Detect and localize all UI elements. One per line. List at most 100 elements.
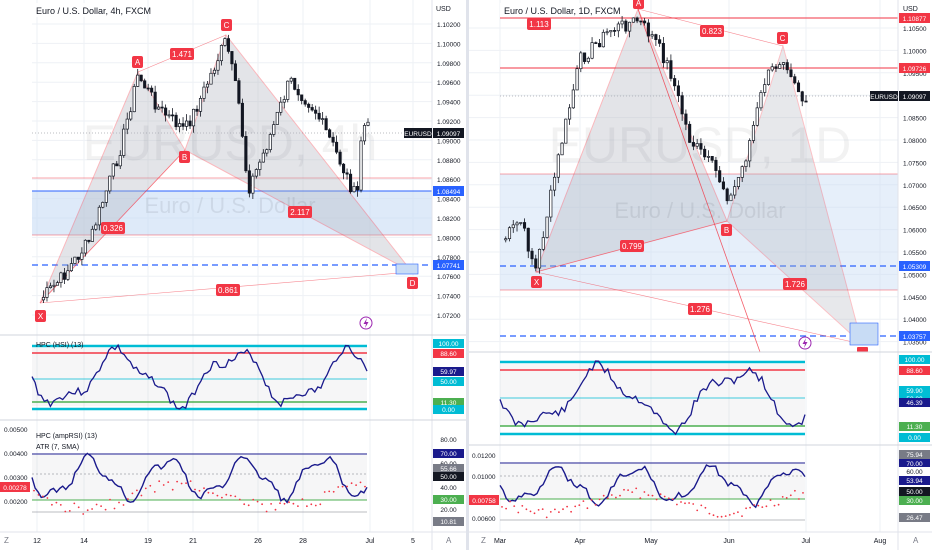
right-price-tick-8: 1.06500 xyxy=(903,205,927,212)
right-candles-body-62 xyxy=(733,186,737,196)
pane-divider[interactable] xyxy=(466,0,469,550)
right-osc2-dots-dot-43 xyxy=(676,503,678,506)
right-time-axis[interactable]: Mar Apr May Jun Jul Aug Z A xyxy=(469,531,932,545)
left-osc2-dots-dot-55 xyxy=(279,502,281,505)
right-osc2-tags-bg-6 xyxy=(899,513,930,522)
right-date-ticks-2: May xyxy=(644,538,658,545)
right-osc2-tags-bg-0 xyxy=(899,450,930,459)
left-osc2-dots-dot-31 xyxy=(171,488,174,491)
right-osc1-tags-5: 11.30 xyxy=(907,424,923,431)
right-candles-body-79 xyxy=(796,82,801,93)
left-candles-body-72 xyxy=(289,77,293,82)
right-candles-body-34 xyxy=(628,21,632,32)
left-candles-body-54 xyxy=(226,38,230,52)
right-candles-body-40 xyxy=(650,34,654,37)
left-osc1-tags-bg-1 xyxy=(433,349,464,358)
left-gutter-letter[interactable]: Z xyxy=(4,536,9,545)
left-osc2-dots-dot-10 xyxy=(77,506,80,509)
right-gutter-letter[interactable]: Z xyxy=(481,536,486,545)
right-lightning-icon[interactable] xyxy=(798,336,812,350)
right-candles-body-46 xyxy=(673,78,677,87)
right-osc2-dots-dot-71 xyxy=(789,494,792,497)
right-scroll-letter[interactable]: A xyxy=(913,536,919,545)
right-candles-body-47 xyxy=(676,85,680,97)
left-osc2-tick-1: 0.00400 xyxy=(4,451,28,458)
right-candles-body-74 xyxy=(778,64,782,69)
left-price-tick-13: 1.07600 xyxy=(437,274,461,281)
left-point-c-label: C xyxy=(224,21,230,30)
right-osc2-dots-dot-21 xyxy=(586,507,589,510)
left-osc2-tags-bg-6 xyxy=(433,495,464,504)
right-osc2-tags-0: 75.94 xyxy=(906,452,923,459)
right-chart-title[interactable]: Euro / U.S. Dollar, 1D, FXCM xyxy=(504,6,621,16)
right-osc2-dots-dot-57 xyxy=(733,512,735,515)
right-osc2-dots-dot-24 xyxy=(598,498,601,501)
right-level-tag-2-text: 1.09726 xyxy=(903,66,927,73)
left-atr-tag: 0.00278 xyxy=(0,482,30,492)
lightning-icon[interactable] xyxy=(359,316,373,330)
left-candles-body-77 xyxy=(307,103,311,108)
right-candles-body-68 xyxy=(755,107,759,126)
right-osc2-dots-dot-26 xyxy=(606,497,609,499)
left-time-axis[interactable]: 12 14 19 21 26 28 Jul 5 Z A xyxy=(0,531,466,545)
left-candles-body-36 xyxy=(164,107,168,116)
right-candles-body-38 xyxy=(643,20,647,24)
left-osc2-dots-dot-60 xyxy=(301,498,304,500)
left-osc2-dots-dot-57 xyxy=(288,501,290,504)
left-osc2-dots-dot-34 xyxy=(185,482,188,484)
right-date-ticks-4: Jul xyxy=(802,538,811,545)
left-osc1-tags-bg-5 xyxy=(433,405,464,414)
left-candles-body-39 xyxy=(174,114,178,128)
right-osc2-line xyxy=(499,464,806,509)
right-candles-body-53 xyxy=(699,143,703,150)
left-scroll-letter[interactable]: A xyxy=(446,536,452,545)
right-d-box xyxy=(849,322,879,346)
left-price-tick-5: 1.09200 xyxy=(437,119,461,126)
left-point-d-label: D xyxy=(410,279,416,288)
right-candles-body-12 xyxy=(545,216,549,238)
left-price-axis[interactable]: USD 1.102001.100001.098001.096001.094001… xyxy=(431,0,466,550)
right-level-tag-top-text: 1.10877 xyxy=(903,16,927,23)
right-price-tick-4: 1.08500 xyxy=(903,116,927,123)
right-osc2-dots-dot-58 xyxy=(737,511,739,513)
right-price-tick-9: 1.06000 xyxy=(903,228,927,235)
left-osc2-dots-dot-67 xyxy=(332,490,335,493)
left-osc2-dots-dot-53 xyxy=(270,503,272,505)
right-price-tick-10: 1.05500 xyxy=(903,250,927,257)
right-osc2-tags-bg-1 xyxy=(899,459,930,468)
left-candles-body-63 xyxy=(258,161,262,170)
left-osc2-dots-dot-39 xyxy=(207,491,210,494)
right-osc1-line xyxy=(499,360,806,436)
left-candles-body-48 xyxy=(205,83,210,88)
right-osc2-tags-2: 60.00 xyxy=(906,469,923,476)
left-price-tick-12: 1.07800 xyxy=(437,255,461,262)
left-osc2-tags-1: 70.00 xyxy=(440,451,457,458)
right-candles-body-21 xyxy=(579,52,583,70)
left-osc1-tags-0: 100.00 xyxy=(439,341,459,348)
right-osc2-tags-5: 30.00 xyxy=(906,498,923,505)
left-chart-title[interactable]: Euro / U.S. Dollar, 4h, FXCM xyxy=(36,6,151,16)
left-candles-body-87 xyxy=(342,163,346,174)
right-candles-body-2 xyxy=(507,227,512,240)
left-osc2-dots-dot-5 xyxy=(55,501,58,504)
left-ratio-ac-label: 1.471 xyxy=(172,50,193,59)
left-osc2-dots-dot-70 xyxy=(346,485,348,488)
right-candles-body-72 xyxy=(770,66,774,71)
left-osc1-tags-bg-2 xyxy=(433,367,464,376)
right-date-ticks-5: Aug xyxy=(874,538,887,545)
right-osc2-dots-dot-47 xyxy=(692,503,695,505)
right-candles-body-4 xyxy=(515,222,519,226)
left-candles-body-28 xyxy=(136,74,140,87)
left-osc2-tags-bg-5 xyxy=(433,483,464,492)
left-candles-body-93 xyxy=(362,125,367,142)
right-osc2-dots-dot-74 xyxy=(802,492,804,494)
right-candles-body-80 xyxy=(800,91,804,102)
left-candles-body-64 xyxy=(261,152,265,163)
left-atr-tag-text: 0.00278 xyxy=(3,485,27,492)
left-osc2-dots-dot-24 xyxy=(140,494,143,497)
left-candles-body-85 xyxy=(335,141,339,153)
right-candles-body-20 xyxy=(575,68,579,91)
left-candles-body-42 xyxy=(185,120,189,127)
left-ratio-xd: 0.861 xyxy=(216,284,240,296)
left-date-ticks-5: 28 xyxy=(299,538,307,545)
